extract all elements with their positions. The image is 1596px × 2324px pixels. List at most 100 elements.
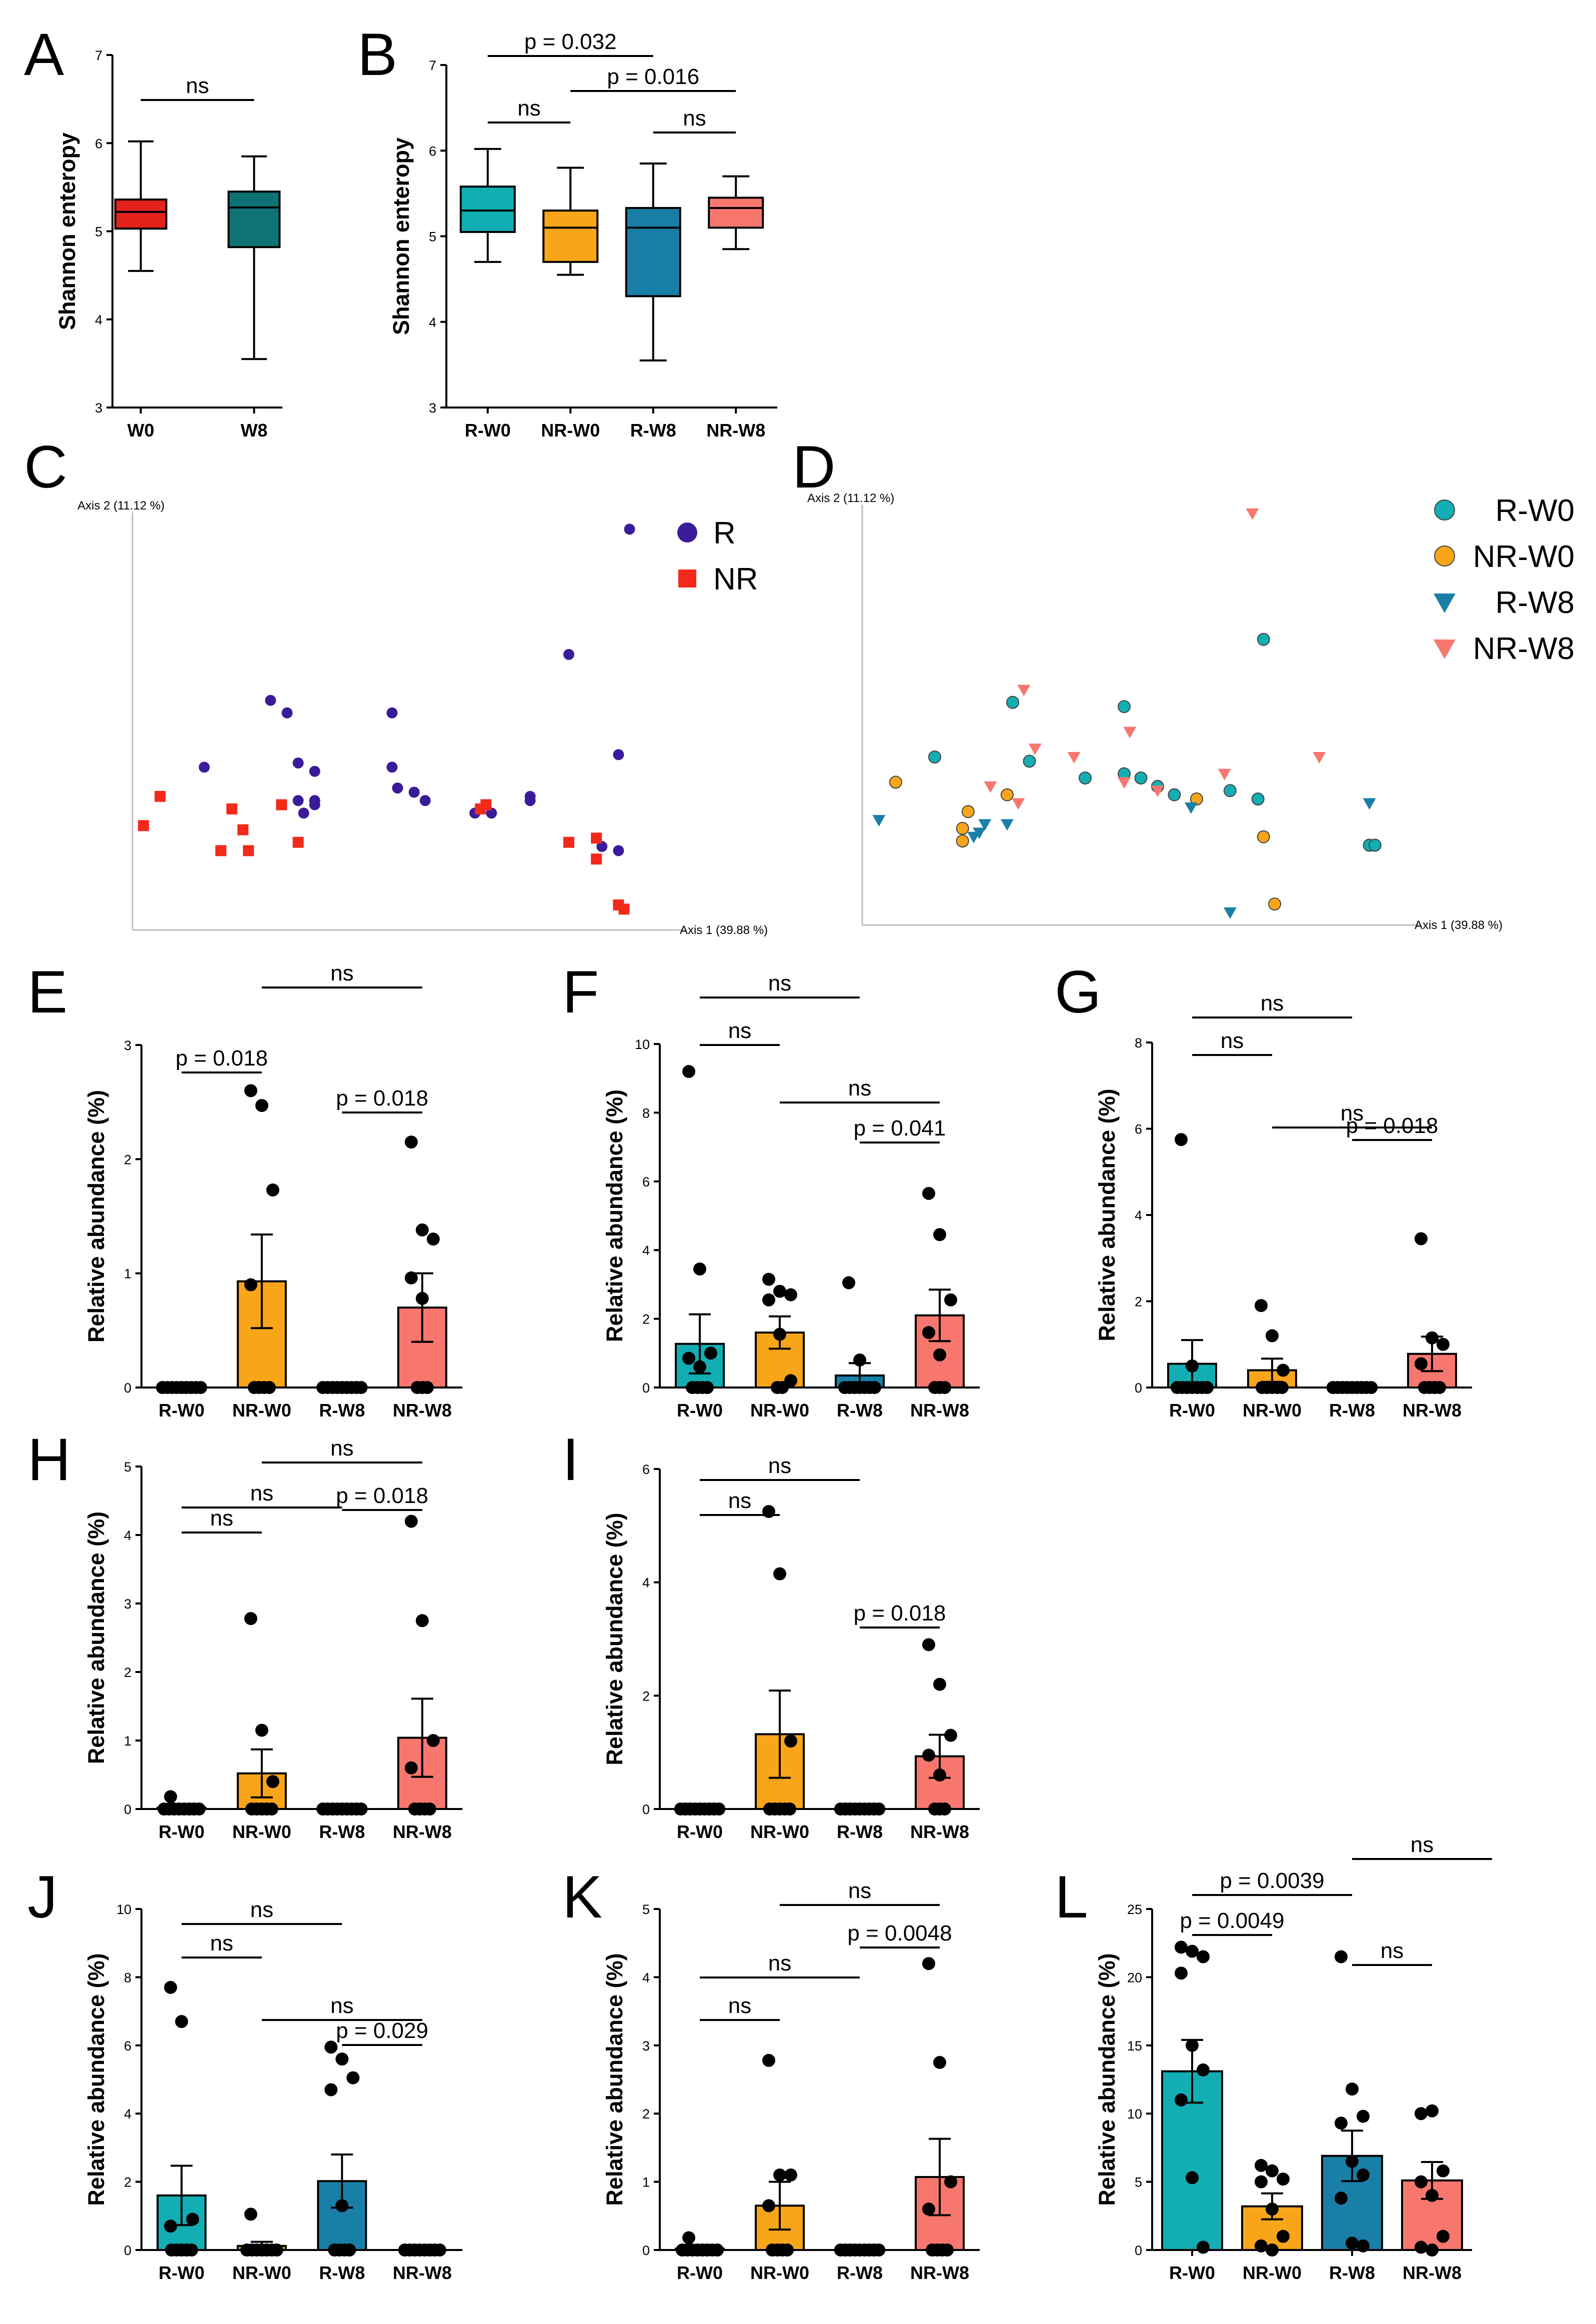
y-tick-label: 4: [95, 312, 102, 328]
data-point: [186, 2212, 199, 2226]
data-point: [762, 2054, 775, 2067]
x-tick-label: NR-W8: [393, 1822, 452, 1842]
data-point: [433, 2244, 446, 2256]
data-point: [933, 1348, 946, 1362]
x-tick-label: R-W8: [319, 1400, 365, 1420]
y-tick-label: 2: [124, 1152, 131, 1167]
data-point: [1277, 1364, 1290, 1377]
x-tick-label: NR-W0: [232, 1822, 291, 1842]
box: [708, 196, 764, 229]
scatter-point: [613, 845, 624, 856]
data-point: [266, 1775, 279, 1788]
scatter-point: [1151, 786, 1164, 798]
data-point: [682, 1352, 695, 1365]
panel-label: I: [562, 1426, 579, 1493]
series-r-w8: [872, 798, 1376, 919]
legend: R-W0 NR-W0 R-W8 NR-W8: [1434, 494, 1575, 666]
panel-label: C: [24, 434, 67, 500]
data-point: [1426, 2104, 1439, 2118]
data-point: [1357, 2110, 1370, 2123]
y-tick-label: 7: [429, 58, 436, 73]
y-tick-label: 4: [1135, 1208, 1142, 1223]
box: [459, 186, 516, 233]
data-point: [762, 1505, 775, 1518]
panel-h: H 0 1 2 3 4 5 Relative abundance (%) R-W0 NR-W0 R-…: [27, 1426, 462, 1842]
legend-entry: NR: [713, 562, 758, 596]
significance-label: p = 0.016: [607, 64, 699, 89]
x-tick-label: NR-W0: [1243, 2262, 1302, 2283]
scatter-point: [198, 762, 210, 773]
x-tick-label: R-W0: [677, 1822, 723, 1842]
data-point: [164, 1980, 177, 1994]
y-tick-label: 10: [1127, 2106, 1142, 2122]
scatter-point: [591, 854, 602, 865]
scatter-point: [524, 795, 536, 806]
data-point: [324, 2040, 338, 2054]
legend-entry: R-W8: [1496, 586, 1575, 620]
panel-b: B 3 4 5 6 7 Shannon enteropy R-W0 NR-W0 R-W8 NR-W8…: [357, 21, 777, 440]
data-point: [776, 1381, 789, 1394]
y-tick-label: 5: [124, 1460, 131, 1474]
significance-label: p = 0.018: [336, 1484, 428, 1508]
scatter-point: [1012, 798, 1025, 810]
panel-label: A: [24, 21, 64, 88]
y-axis-label: Relative abundance (%): [83, 1090, 109, 1342]
significance-label: p = 0.018: [336, 1086, 428, 1110]
legend-marker: [1434, 640, 1456, 659]
data-point: [922, 1748, 935, 1762]
data-point: [244, 1084, 257, 1098]
x-tick-label: NR-W0: [232, 2262, 291, 2283]
data-point: [266, 1183, 279, 1196]
x-tick-label: R-W0: [677, 1400, 723, 1420]
y-tick-label: 15: [1127, 2038, 1142, 2054]
data-point: [712, 1802, 726, 1816]
data-point: [265, 1802, 278, 1816]
x-tick-label: NR-W8: [706, 420, 765, 440]
x-tick-label: R-W0: [677, 2262, 723, 2283]
data-point: [1415, 2175, 1428, 2188]
significance-label: ns: [1381, 1938, 1404, 1963]
scatter-point: [1000, 788, 1014, 802]
y-tick-label: 2: [1135, 1294, 1142, 1310]
data-point: [933, 2056, 946, 2069]
y-tick-label: 3: [124, 1596, 131, 1612]
panel-label: L: [1055, 1864, 1088, 1930]
panel-k: K 0 1 2 3 4 5 Relative abundance (%) R-W0 NR-W0 R-…: [562, 1864, 980, 2283]
data-point: [343, 2244, 356, 2256]
data-point: [781, 2244, 794, 2256]
data-point: [255, 1724, 268, 1737]
significance-label: ns: [728, 1994, 751, 2018]
scatter-point: [1257, 632, 1270, 646]
data-point: [1426, 1331, 1439, 1344]
data-point: [270, 2244, 283, 2256]
data-point: [185, 2244, 198, 2256]
data-point: [1186, 2171, 1199, 2184]
y-tick-label: 5: [642, 1902, 650, 1917]
data-point: [1255, 2158, 1268, 2172]
data-point: [1201, 1381, 1214, 1394]
data-point: [404, 1136, 418, 1149]
x-tick-label: NR-W8: [1403, 1400, 1462, 1420]
data-point: [933, 1678, 946, 1691]
scatter-point: [591, 832, 602, 844]
data-point: [354, 1802, 368, 1816]
y-tick-label: 4: [642, 1243, 650, 1258]
significance-label: p = 0.0049: [1180, 1908, 1284, 1933]
y-axis-label: Relative abundance (%): [602, 1090, 627, 1342]
data-point: [711, 2244, 724, 2256]
scatter-point: [973, 828, 986, 840]
scatter-point: [1118, 700, 1131, 714]
y-tick-label: 10: [116, 1902, 131, 1917]
scatter-point: [1368, 838, 1382, 852]
scatter-point: [1079, 772, 1092, 784]
significance-label: p = 0.0048: [847, 1921, 952, 1946]
y-axis-label: Shannon enteropy: [388, 138, 414, 335]
data-point: [335, 2199, 349, 2212]
significance-label: p = 0.0039: [1220, 1868, 1324, 1893]
data-point: [868, 1381, 881, 1394]
scatter-point: [419, 795, 431, 806]
y-tick-label: 0: [1135, 1380, 1142, 1396]
y-tick-label: 0: [642, 2243, 650, 2258]
data-point: [773, 1328, 786, 1341]
x-tick-label: R-W0: [1169, 1400, 1215, 1420]
